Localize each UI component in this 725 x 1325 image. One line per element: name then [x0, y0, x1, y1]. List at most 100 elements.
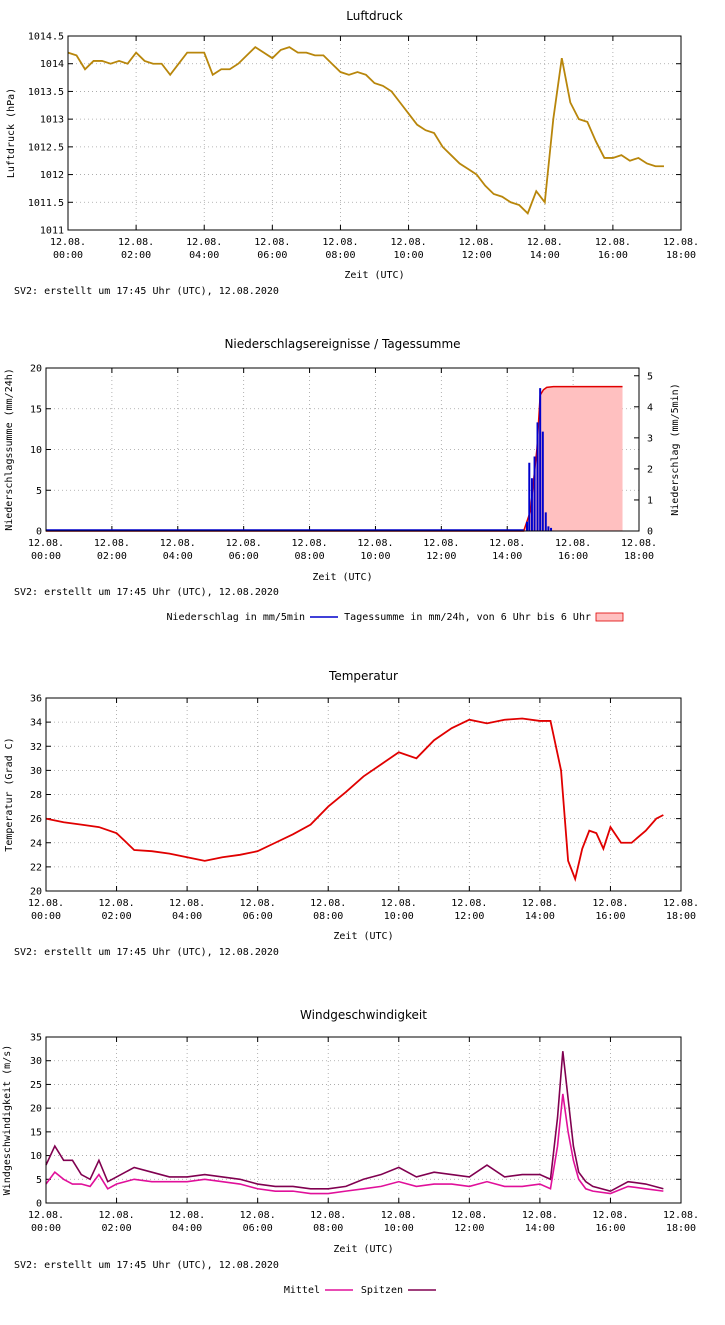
- x-tick-time: 02:00: [102, 1223, 132, 1234]
- x-tick-time: 06:00: [243, 911, 273, 922]
- x-tick-date: 12.08.: [592, 898, 628, 909]
- footer-text: SV2: erstellt um 17:45 Uhr (UTC), 12.08.…: [14, 1260, 279, 1271]
- y-tick-label: 1011: [40, 226, 64, 237]
- plot-frame: [45, 1036, 682, 1204]
- y-axis-label: Luftdruck (hPa): [6, 88, 17, 178]
- x-tick-time: 12:00: [454, 911, 484, 922]
- x-tick-date: 12.08.: [94, 538, 130, 549]
- footer-text: SV2: erstellt um 17:45 Uhr (UTC), 12.08.…: [14, 587, 279, 598]
- y-tick-label: 36: [30, 694, 42, 705]
- x-tick-date: 12.08.: [390, 237, 426, 248]
- x-tick-time: 12:00: [454, 1223, 484, 1234]
- x-tick-date: 12.08.: [226, 538, 262, 549]
- y-right-tick-label: 3: [647, 433, 653, 444]
- y-tick-label: 0: [36, 527, 42, 538]
- y-right-tick-label: 2: [647, 464, 653, 475]
- y-tick-label: 5: [36, 486, 42, 497]
- y-axis-label: Windgeschwindigkeit (m/s): [2, 1045, 13, 1196]
- y-tick-label: 24: [30, 838, 42, 849]
- footer-text: SV2: erstellt um 17:45 Uhr (UTC), 12.08.…: [14, 947, 279, 958]
- y-tick-label: 1011.5: [28, 198, 64, 209]
- chart-title: Luftdruck: [346, 9, 403, 23]
- y-tick-label: 1014.5: [28, 32, 64, 43]
- y-tick-label: 20: [30, 364, 42, 375]
- x-tick-time: 06:00: [229, 551, 259, 562]
- x-tick-date: 12.08.: [310, 898, 346, 909]
- x-tick-date: 12.08.: [621, 538, 657, 549]
- x-tick-time: 10:00: [360, 551, 390, 562]
- plot-frame: [45, 697, 682, 892]
- x-tick-time: 18:00: [666, 250, 696, 261]
- x-axis-label: Zeit (UTC): [312, 572, 372, 583]
- x-tick-time: 00:00: [31, 1223, 61, 1234]
- x-tick-date: 12.08.: [381, 1210, 417, 1221]
- y-tick-label: 1012: [40, 170, 64, 181]
- x-tick-date: 12.08.: [240, 898, 276, 909]
- x-tick-date: 12.08.: [522, 1210, 558, 1221]
- x-tick-date: 12.08.: [489, 538, 525, 549]
- y-right-tick-label: 4: [647, 402, 653, 413]
- y-right-axis-label: Niederschlag (mm/5min): [670, 383, 681, 515]
- x-tick-date: 12.08.: [98, 1210, 134, 1221]
- x-tick-date: 12.08.: [169, 898, 205, 909]
- y-tick-label: 30: [30, 1056, 42, 1067]
- x-tick-date: 12.08.: [423, 538, 459, 549]
- plot-frame: [45, 367, 640, 532]
- x-tick-date: 12.08.: [160, 538, 196, 549]
- x-tick-date: 12.08.: [240, 1210, 276, 1221]
- x-tick-date: 12.08.: [459, 237, 495, 248]
- x-tick-date: 12.08.: [169, 1210, 205, 1221]
- y-axis-label: Temperatur (Grad C): [4, 737, 15, 851]
- footer-text: SV2: erstellt um 17:45 Uhr (UTC), 12.08.…: [14, 286, 279, 297]
- x-tick-date: 12.08.: [451, 898, 487, 909]
- y-tick-label: 5: [36, 1175, 42, 1186]
- x-tick-time: 08:00: [313, 1223, 343, 1234]
- plot-frame: [67, 35, 682, 231]
- x-tick-time: 00:00: [31, 551, 61, 562]
- x-tick-date: 12.08.: [28, 1210, 64, 1221]
- y-tick-label: 1013: [40, 115, 64, 126]
- x-tick-date: 12.08.: [527, 237, 563, 248]
- y-tick-label: 35: [30, 1033, 42, 1044]
- x-tick-time: 10:00: [394, 250, 424, 261]
- y-right-tick-label: 5: [647, 371, 653, 382]
- y-right-tick-label: 1: [647, 495, 653, 506]
- x-tick-time: 06:00: [257, 250, 287, 261]
- x-tick-time: 08:00: [325, 250, 355, 261]
- y-tick-label: 30: [30, 766, 42, 777]
- y-tick-label: 1013.5: [28, 87, 64, 98]
- x-tick-date: 12.08.: [595, 237, 631, 248]
- niederschlag-chart: Niederschlagsereignisse / Tagessumme0510…: [4, 337, 681, 623]
- x-tick-date: 12.08.: [555, 538, 591, 549]
- y-tick-label: 28: [30, 790, 42, 801]
- y-tick-label: 22: [30, 862, 42, 873]
- luftdruck-line: [67, 45, 664, 215]
- y-tick-label: 10: [30, 445, 42, 456]
- x-tick-date: 12.08.: [291, 538, 327, 549]
- x-tick-date: 12.08.: [28, 898, 64, 909]
- temperatur-line: [45, 717, 664, 882]
- y-tick-label: 34: [30, 718, 42, 729]
- x-tick-date: 12.08.: [451, 1210, 487, 1221]
- legend-label-niederschlag: Niederschlag in mm/5min: [167, 612, 305, 623]
- x-tick-date: 12.08.: [50, 237, 86, 248]
- x-tick-time: 16:00: [595, 1223, 625, 1234]
- x-tick-date: 12.08.: [663, 898, 699, 909]
- legend-label-spitzen: Spitzen: [361, 1285, 403, 1296]
- y-right-tick-label: 0: [647, 527, 653, 538]
- x-tick-date: 12.08.: [357, 538, 393, 549]
- legend-swatch-tagessumme: [595, 612, 624, 622]
- x-tick-time: 14:00: [525, 911, 555, 922]
- y-tick-label: 20: [30, 887, 42, 898]
- chart-title: Temperatur: [328, 669, 398, 683]
- luftdruck-chart: Luftdruck 1011 1011.5 1012 1012.5 1013 1013.5 1…: [6, 9, 699, 297]
- x-tick-time: 08:00: [313, 911, 343, 922]
- x-tick-time: 18:00: [624, 551, 654, 562]
- x-tick-time: 18:00: [666, 911, 696, 922]
- x-tick-date: 12.08.: [98, 898, 134, 909]
- x-tick-date: 12.08.: [322, 237, 358, 248]
- x-tick-time: 18:00: [666, 1223, 696, 1234]
- chart-title: Windgeschwindigkeit: [300, 1008, 427, 1022]
- x-tick-time: 02:00: [97, 551, 127, 562]
